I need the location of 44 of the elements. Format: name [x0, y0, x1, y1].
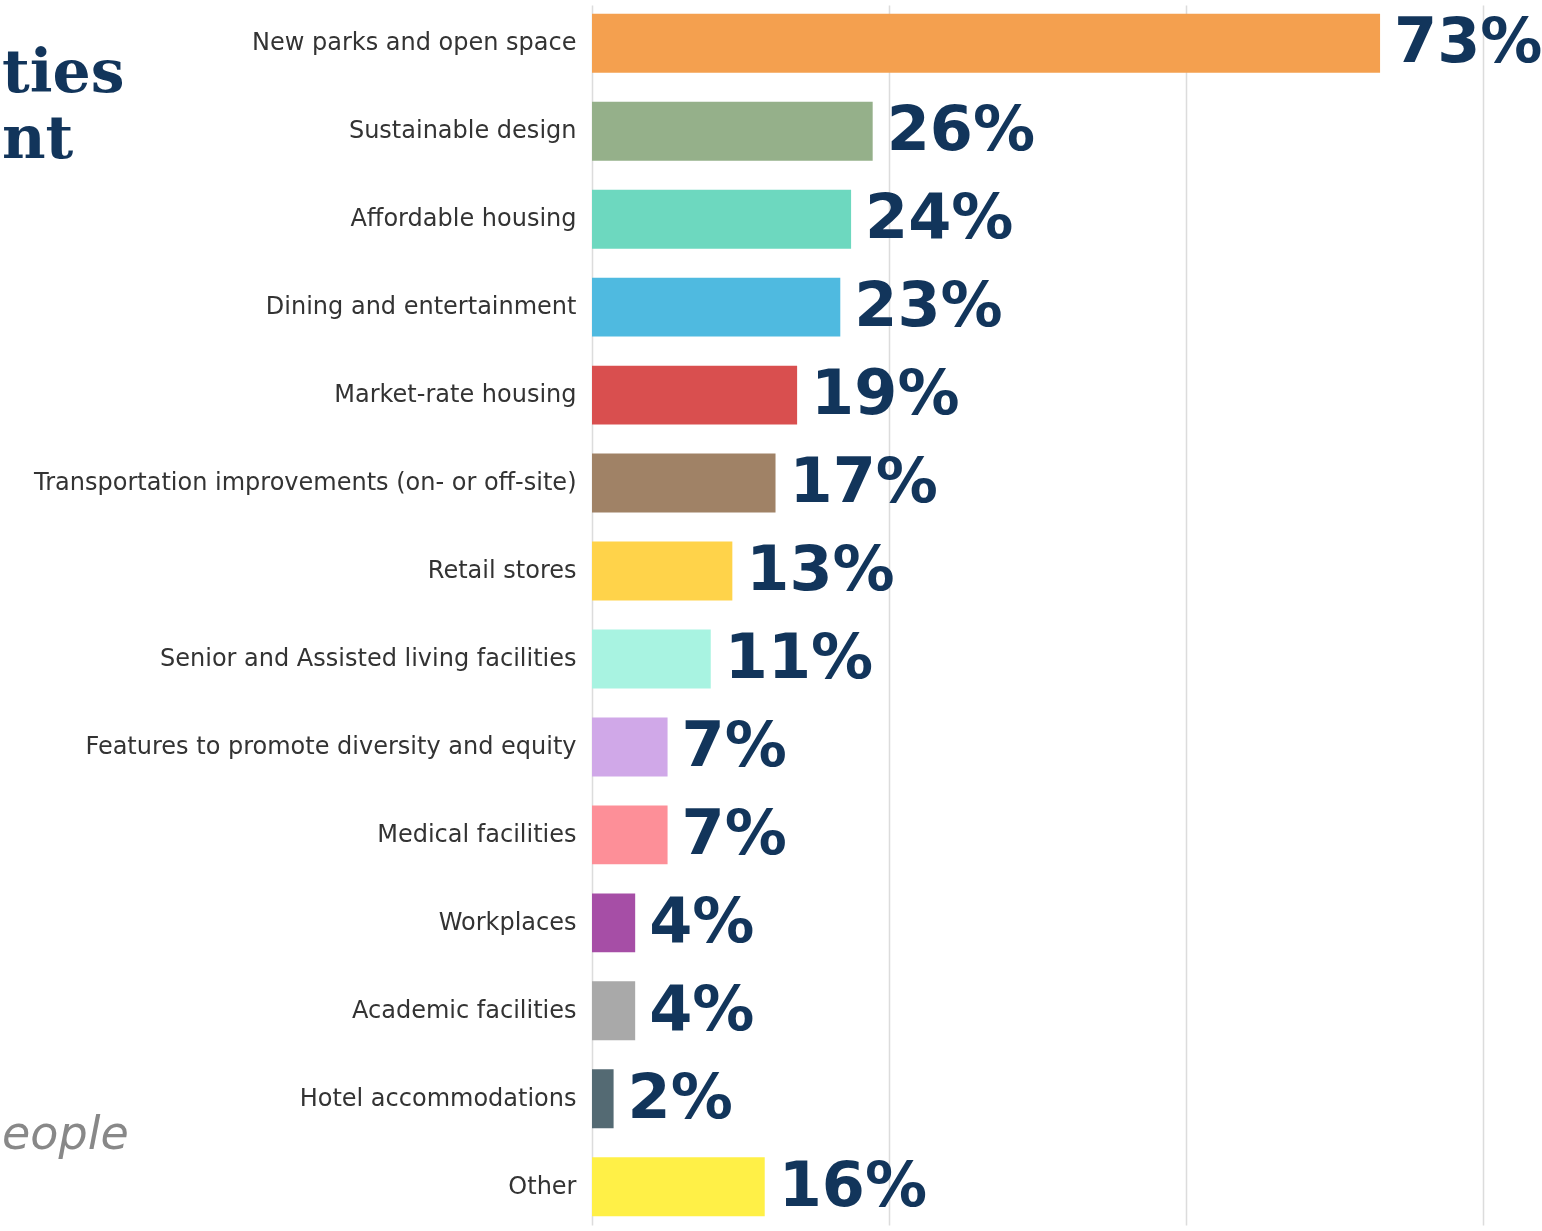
bar [592, 453, 776, 513]
data-label: 4% [649, 883, 755, 957]
bar [592, 629, 711, 689]
bar [592, 1069, 614, 1129]
data-label: 2% [627, 1059, 733, 1133]
y-tick-label: Market-rate housing [334, 380, 577, 409]
y-tick-label: Other [508, 1171, 577, 1200]
y-tick-label: Affordable housing [350, 204, 577, 233]
y-tick-label: Workplaces [438, 907, 577, 936]
bar [592, 717, 668, 777]
y-tick-label: Medical facilities [377, 819, 577, 848]
y-tick-label: Academic facilities [352, 995, 577, 1024]
data-label: 73% [1394, 4, 1542, 78]
y-tick-label: Sustainable design [348, 116, 577, 145]
text: ties nt [2, 36, 125, 172]
data-label: 19% [811, 356, 960, 430]
data-label: 4% [649, 971, 755, 1045]
y-tick-label: Hotel accommodations [299, 1083, 577, 1112]
y-tick-label: New parks and open space [251, 28, 577, 57]
y-tick-label: Transportation improvements (on- or off-site) [33, 468, 577, 497]
data-label: 7% [681, 795, 787, 869]
y-tick-label: Features to promote diversity and equity [85, 731, 577, 760]
y-tick-label: Dining and entertainment [265, 292, 577, 321]
data-label: 16% [778, 1147, 928, 1221]
bar [592, 981, 636, 1041]
bar [592, 541, 733, 601]
data-label: 23% [854, 268, 1003, 342]
bar [592, 13, 1381, 73]
bar [592, 1157, 765, 1217]
bar [592, 365, 798, 425]
data-label: 11% [724, 619, 874, 693]
data-label: 13% [746, 532, 895, 606]
bar [592, 101, 873, 161]
bar [592, 189, 852, 249]
data-label: 26% [886, 92, 1036, 166]
text: eople [2, 1106, 129, 1160]
y-tick-label: Retail stores [427, 556, 577, 585]
data-label: 17% [789, 444, 938, 518]
data-label: 24% [865, 180, 1014, 254]
data-label: 7% [681, 707, 787, 781]
bar [592, 277, 841, 337]
bar [592, 893, 636, 953]
bar [592, 805, 668, 865]
y-tick-label: Senior and Assisted living facilities [160, 643, 577, 672]
